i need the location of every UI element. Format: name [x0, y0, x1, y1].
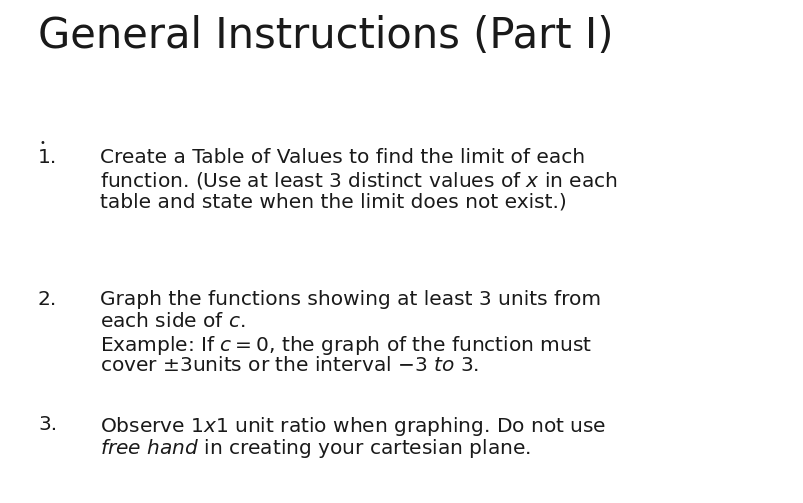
Text: cover $\pm$3units or the interval $-$3 $\mathit{to}$ 3.: cover $\pm$3units or the interval $-$3 $… [100, 356, 479, 375]
Text: Graph the functions showing at least 3 units from: Graph the functions showing at least 3 u… [100, 290, 601, 309]
Text: 3.: 3. [38, 415, 57, 434]
Text: 1.: 1. [38, 148, 57, 167]
Text: Create a Table of Values to find the limit of each: Create a Table of Values to find the lim… [100, 148, 585, 167]
Text: General Instructions (Part I): General Instructions (Part I) [38, 15, 613, 57]
Text: function. (Use at least 3 distinct values of $x$ in each: function. (Use at least 3 distinct value… [100, 170, 617, 191]
Text: 2.: 2. [38, 290, 57, 309]
Text: •: • [40, 138, 46, 148]
Text: table and state when the limit does not exist.): table and state when the limit does not … [100, 192, 566, 211]
Text: Observe 1$x$1 unit ratio when graphing. Do not use: Observe 1$x$1 unit ratio when graphing. … [100, 415, 605, 438]
Text: each side of $c$.: each side of $c$. [100, 312, 246, 331]
Text: $\mathit{free}$ $\mathit{hand}$ in creating your cartesian plane.: $\mathit{free}$ $\mathit{hand}$ in creat… [100, 437, 530, 460]
Text: Example: If $c = 0$, the graph of the function must: Example: If $c = 0$, the graph of the fu… [100, 334, 591, 357]
